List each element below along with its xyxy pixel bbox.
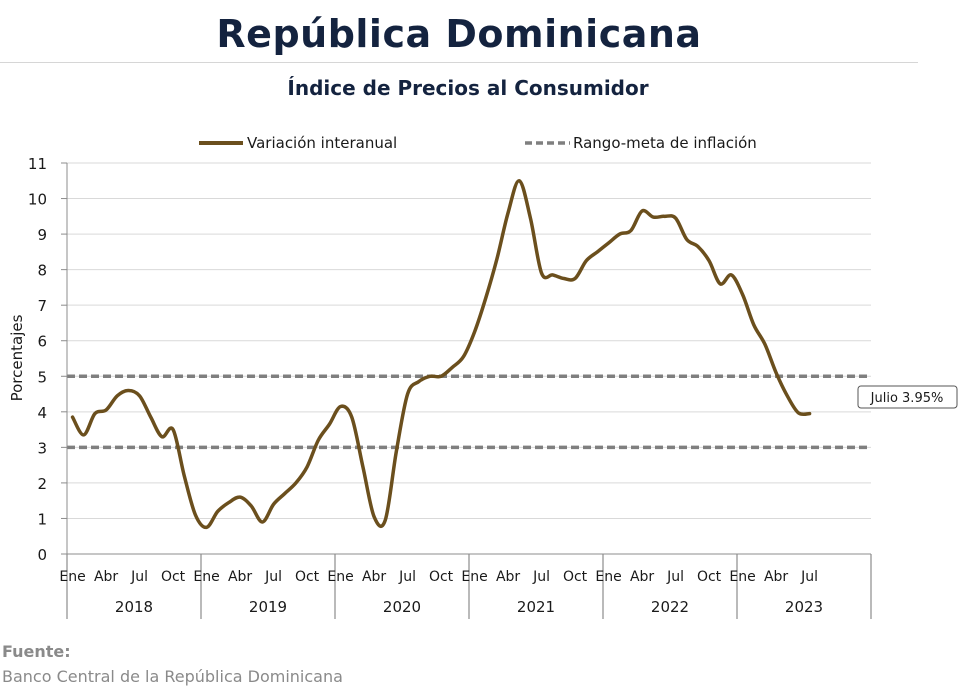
x-tick-label: Jul (130, 569, 148, 585)
y-tick-label: 8 (37, 262, 47, 280)
series-lines (70, 179, 812, 530)
series-line-variacion-interanual (70, 179, 812, 530)
y-tick-label: 9 (37, 226, 47, 244)
y-tick-label: 0 (37, 546, 47, 564)
x-tick-label: Abr (94, 569, 118, 585)
x-tick-label: Ene (595, 569, 621, 585)
x-tick-label: Abr (764, 569, 788, 585)
year-label: 2021 (517, 598, 555, 616)
callout-text: Julio 3.95% (870, 391, 944, 406)
page-title: República Dominicana (216, 12, 702, 56)
y-tick-label: 6 (37, 333, 47, 351)
year-label: 2019 (249, 598, 287, 616)
y-tick-label: 1 (37, 510, 47, 528)
x-tick-labels: Ene Abr Jul Oct Ene Abr Jul Oct Ene Abr Jul Oct Ene A… (59, 569, 818, 585)
year-label: 2018 (115, 598, 153, 616)
x-tick-label: Oct (295, 569, 320, 585)
axes (61, 162, 872, 619)
legend: Variación interanual Rango-meta de infla… (199, 134, 757, 152)
y-tick-label: 4 (37, 404, 47, 422)
x-tick-label: Jul (800, 569, 818, 585)
x-tick-label: Oct (563, 569, 588, 585)
legend-series-label: Variación interanual (247, 134, 397, 152)
x-tick-label: Jul (264, 569, 282, 585)
source-text: Banco Central de la República Dominicana (2, 667, 343, 686)
y-tick-label: 3 (37, 439, 47, 457)
x-tick-label: Abr (228, 569, 252, 585)
x-tick-label: Ene (461, 569, 487, 585)
y-axis-label: Porcentajes (8, 314, 26, 401)
title-divider (0, 62, 918, 63)
y-tick-label: 11 (28, 155, 47, 173)
x-tick-label: Jul (666, 569, 684, 585)
x-tick-label: Ene (327, 569, 353, 585)
x-tick-label: Oct (429, 569, 454, 585)
x-tick-label: Ene (729, 569, 755, 585)
year-labels: 2018 2019 2020 2021 2022 2023 (115, 598, 823, 616)
x-tick-label: Jul (398, 569, 416, 585)
y-tick-labels: 0 1 2 3 4 5 6 7 8 9 10 11 (28, 155, 47, 564)
y-tick-label: 7 (37, 297, 47, 315)
source-label: Fuente: (2, 642, 71, 661)
x-tick-label: Jul (532, 569, 550, 585)
year-label: 2023 (785, 598, 823, 616)
x-tick-label: Ene (193, 569, 219, 585)
callout-box (857, 385, 958, 409)
x-tick-label: Oct (161, 569, 186, 585)
y-tick-label: 2 (37, 475, 47, 493)
x-tick-label: Abr (496, 569, 520, 585)
x-tick-label: Ene (59, 569, 85, 585)
gridlines (67, 162, 871, 519)
y-tick-label: 5 (37, 368, 47, 386)
callout-annotation: Julio 3.95% (857, 385, 958, 409)
year-label: 2022 (651, 598, 689, 616)
y-tick-label: 10 (28, 191, 47, 209)
chart-subtitle: Índice de Precios al Consumidor (287, 76, 649, 100)
x-tick-label: Abr (362, 569, 386, 585)
legend-target-label: Rango-meta de inflación (573, 134, 757, 152)
x-tick-label: Oct (697, 569, 722, 585)
target-range-lines (67, 374, 871, 450)
year-label: 2020 (383, 598, 421, 616)
x-tick-label: Abr (630, 569, 654, 585)
